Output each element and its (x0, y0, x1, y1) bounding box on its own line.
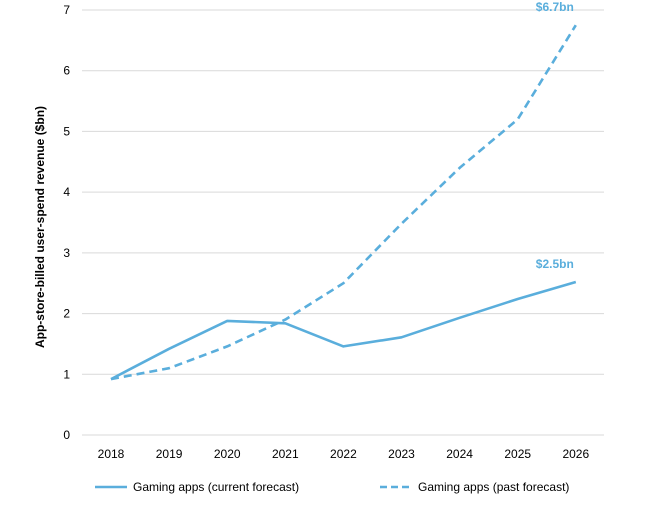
legend-label: Gaming apps (past forecast) (418, 480, 569, 494)
y-tick-label: 7 (63, 3, 70, 17)
y-tick-label: 0 (63, 428, 70, 442)
x-tick-label: 2021 (272, 447, 299, 461)
x-tick-label: 2024 (446, 447, 473, 461)
series-line-past-forecast (110, 24, 577, 381)
data-labels: $2.5bn $6.7bn (536, 0, 574, 271)
y-axis-ticks: 0 1 2 3 4 5 6 7 (63, 3, 70, 442)
legend-label: Gaming apps (current forecast) (133, 480, 299, 494)
y-tick-label: 4 (63, 185, 70, 199)
y-tick-label: 3 (63, 246, 70, 260)
x-tick-label: 2023 (388, 447, 415, 461)
gridlines (82, 9, 604, 436)
y-tick-label: 6 (63, 64, 70, 78)
y-tick-label: 5 (63, 124, 70, 138)
y-tick-label: 1 (63, 367, 70, 381)
legend: Gaming apps (current forecast) Gaming app… (95, 480, 569, 494)
series-lines (110, 24, 577, 381)
x-axis-ticks: 2018 2019 2020 2021 2022 2023 2024 2025 2026 (98, 447, 590, 461)
x-tick-label: 2026 (562, 447, 589, 461)
series-line-current-forecast (110, 280, 577, 381)
y-axis-label: App-store-billed user-spend revenue ($bn… (33, 106, 47, 348)
x-tick-label: 2019 (156, 447, 183, 461)
x-tick-label: 2022 (330, 447, 357, 461)
y-tick-label: 2 (63, 307, 70, 321)
data-label: $2.5bn (536, 257, 574, 271)
x-tick-label: 2020 (214, 447, 241, 461)
data-label: $6.7bn (536, 0, 574, 14)
x-tick-label: 2018 (98, 447, 125, 461)
x-tick-label: 2025 (504, 447, 531, 461)
